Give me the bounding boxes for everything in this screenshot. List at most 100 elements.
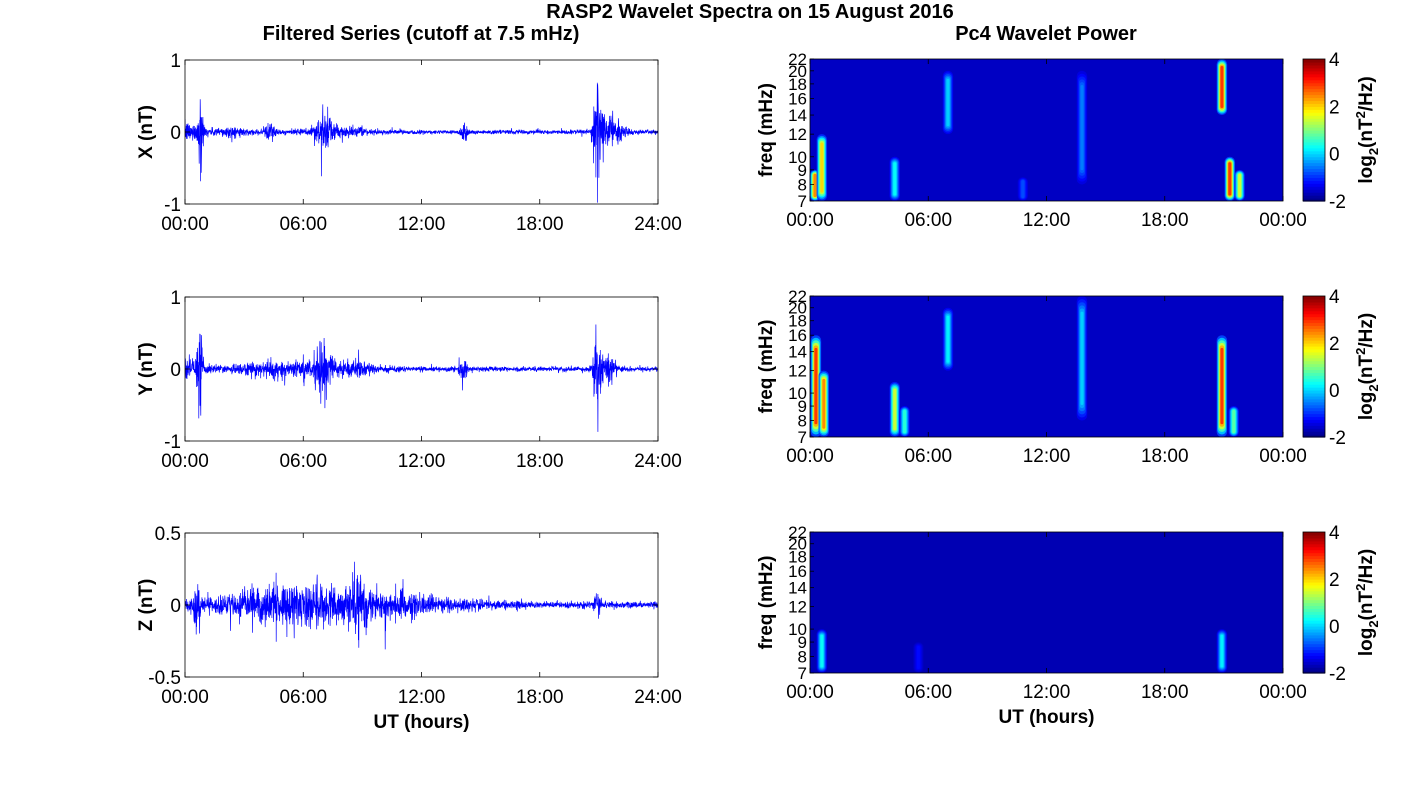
colorbar-cell [1303, 384, 1325, 388]
colorbar-cell [1303, 135, 1325, 140]
timeseries-panel-z: 00:00 06:00 12:00 18:00 24:00 0.5 0 -0.5 Z (nT) U… [136, 524, 682, 733]
heatmap-background [810, 59, 1283, 201]
y-axis-label: X (nT) [136, 105, 157, 159]
colorbar-cell [1303, 372, 1325, 376]
colorbar-cell [1303, 156, 1325, 161]
wavelet-power-feature [1080, 85, 1084, 171]
colorbar-label: log2(nT2/Hz) [1353, 76, 1381, 183]
y-tick-label: 1 [170, 288, 181, 309]
colorbar-cell [1303, 168, 1325, 173]
colorbar-cell [1303, 195, 1325, 199]
x-tick-label: 00:00 [786, 682, 834, 703]
colorbar-cell [1303, 64, 1325, 69]
y-axis-label: Z (nT) [136, 579, 157, 632]
y-tick-label: 14 [788, 579, 807, 598]
x-axis-label: UT (hours) [998, 707, 1094, 728]
y-tick-label: 8 [798, 175, 807, 194]
y-axis-label: freq (mHz) [756, 320, 777, 414]
x-tick-label: 18:00 [516, 451, 564, 472]
colorbar-cell [1303, 153, 1325, 158]
colorbar-cell [1303, 532, 1325, 536]
colorbar-cell [1303, 631, 1325, 636]
x-tick-label: 06:00 [279, 214, 327, 235]
y-tick-label: -1 [164, 195, 181, 216]
colorbar-cell [1303, 198, 1325, 202]
colorbar-cell [1303, 628, 1325, 633]
colorbar-cell [1303, 425, 1325, 429]
colorbar-cell [1303, 428, 1325, 432]
colorbar-cell [1303, 573, 1325, 577]
y-tick-label: 10 [788, 620, 807, 639]
colorbar-cell [1303, 94, 1325, 99]
wavelet-power-feature [1021, 180, 1025, 199]
y-tick-label: 12 [788, 598, 807, 617]
y-tick-label: 16 [788, 562, 807, 581]
y-tick-label: 12 [788, 125, 807, 144]
colorbar-frame [1302, 531, 1326, 674]
colorbar-cell [1303, 611, 1325, 615]
colorbar-cell [1303, 67, 1325, 72]
colorbar-tick-label: -2 [1329, 428, 1346, 449]
colorbar-cell [1303, 91, 1325, 96]
x-tick-label: 12:00 [398, 451, 446, 472]
series-line-y [185, 324, 658, 432]
colorbar-cell [1303, 296, 1325, 300]
colorbar-cell [1303, 602, 1325, 607]
colorbar-cell [1303, 584, 1325, 589]
colorbar-cell [1303, 366, 1325, 371]
colorbar-cell [1303, 360, 1325, 365]
wavelet-power-feature [1080, 311, 1084, 405]
colorbar-cell [1303, 581, 1325, 586]
colorbar-cell [1303, 165, 1325, 170]
colorbar-cell [1303, 579, 1325, 583]
x-tick-label: 06:00 [279, 451, 327, 472]
colorbar-cell [1303, 337, 1325, 341]
y-tick-label: 22 [788, 523, 807, 542]
colorbar-cell [1303, 162, 1325, 167]
wavelet-power-feature [820, 634, 824, 668]
wavelet-power-feature [946, 78, 950, 127]
colorbar-cell [1303, 564, 1325, 568]
x-tick-label: 18:00 [1141, 682, 1189, 703]
colorbar-cell [1303, 357, 1325, 362]
y-tick-label: 8 [798, 648, 807, 667]
wavelet-power-feature [1228, 162, 1232, 196]
x-tick-label: 00:00 [161, 214, 209, 235]
colorbar-cell [1303, 375, 1325, 379]
colorbar-cell [1303, 171, 1325, 175]
x-tick-label: 00:00 [786, 446, 834, 467]
y-tick-label: 9 [798, 633, 807, 652]
colorbar-cell [1303, 351, 1325, 356]
spectrogram-panel-y: 00:00 06:00 12:00 18:00 00:00789101214161820… [756, 287, 1381, 467]
colorbar-cell [1303, 410, 1325, 415]
colorbar-cell [1303, 147, 1325, 152]
wavelet-power-feature [946, 315, 950, 363]
colorbar-cell [1303, 61, 1325, 66]
colorbar-cell [1303, 177, 1325, 181]
colorbar-cell [1303, 304, 1325, 309]
colorbar-cell [1303, 626, 1325, 630]
colorbar-cell [1303, 307, 1325, 312]
wavelet-power-feature [814, 347, 818, 425]
colorbar-cell [1303, 398, 1325, 403]
y-tick-label: 0 [170, 123, 181, 144]
colorbar-tick-label: 0 [1329, 381, 1340, 402]
x-tick-label: 00:00 [1259, 446, 1307, 467]
colorbar-cell [1303, 567, 1325, 571]
colorbar-cell [1303, 664, 1325, 668]
x-tick-label: 18:00 [1141, 446, 1189, 467]
timeseries-panel-x: 00:00 06:00 12:00 18:00 24:00 1 0 -1 X (nT) [136, 51, 682, 235]
wavelet-power-feature [1238, 173, 1242, 198]
colorbar-tick-label: 2 [1329, 97, 1340, 118]
wavelet-power-feature [893, 388, 897, 431]
y-tick-label: 9 [798, 161, 807, 180]
wavelet-power-feature [1232, 409, 1236, 434]
colorbar-cell [1303, 340, 1325, 344]
colorbar-cell [1303, 649, 1325, 654]
colorbar-cell [1303, 670, 1325, 674]
colorbar-cell [1303, 617, 1325, 621]
colorbar-tick-label: 4 [1329, 523, 1340, 544]
x-tick-label: 12:00 [398, 687, 446, 708]
